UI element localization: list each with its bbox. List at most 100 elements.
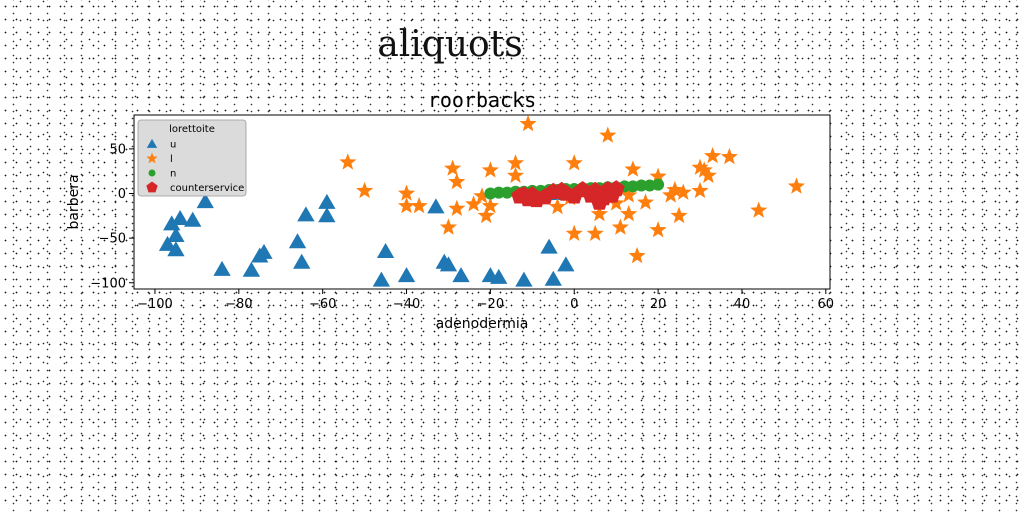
y-tick-label: −100 [90, 276, 126, 291]
plot-title: roorbacks [428, 88, 536, 112]
data-point-n [652, 178, 665, 191]
x-tick-label: 0 [570, 297, 578, 312]
data-point-l [548, 197, 566, 215]
data-point-u [540, 238, 558, 254]
x-tick-label: −60 [309, 297, 336, 312]
data-point-l [339, 153, 357, 170]
data-point-l [720, 147, 738, 165]
figure-suptitle: aliquots [377, 24, 523, 65]
data-point-l [507, 154, 525, 171]
data-point-l [628, 247, 646, 264]
data-point-u [318, 193, 336, 209]
data-point-n [635, 179, 648, 192]
data-point-l [637, 193, 655, 210]
data-point-l [787, 177, 805, 194]
y-tick-label: −50 [99, 232, 126, 247]
data-point-l [465, 195, 483, 212]
data-point-u [297, 206, 315, 222]
data-point-l [565, 224, 583, 241]
data-point-l [398, 184, 416, 201]
y-axis-label: barbera [66, 174, 82, 229]
data-point-l [590, 205, 608, 222]
data-point-u [171, 210, 189, 225]
data-point-l [448, 199, 466, 216]
legend-marker-u [146, 138, 158, 148]
data-point-l [624, 160, 642, 177]
x-tick-label: −20 [477, 297, 504, 312]
data-point-l [704, 147, 722, 164]
data-point-l [674, 183, 692, 200]
data-point-l [666, 181, 684, 198]
data-point-u [439, 256, 458, 272]
data-point-u [318, 207, 336, 223]
data-point-u [184, 211, 202, 227]
data-point-l [649, 221, 667, 238]
legend-label-counterservice: counterservice [170, 183, 244, 194]
data-point-u [452, 267, 470, 283]
data-point-u [427, 198, 445, 214]
data-point-l [611, 218, 629, 235]
data-point-u [255, 243, 273, 259]
legend-marker-n [148, 169, 156, 177]
data-point-u [544, 270, 562, 286]
x-tick-label: 20 [650, 297, 667, 312]
data-point-u [167, 241, 185, 257]
data-point-l [477, 206, 495, 224]
x-tick-label: −80 [225, 297, 252, 312]
data-point-l [519, 114, 537, 132]
data-point-u [163, 215, 181, 231]
y-tick-label: 50 [109, 142, 126, 157]
legend-label-n: n [170, 169, 176, 180]
data-point-l [473, 187, 491, 204]
data-point-u [557, 256, 575, 272]
y-axis-ticks: −100 −50 0 50 [90, 142, 134, 291]
data-point-l [649, 167, 667, 184]
legend-marker-l [146, 152, 158, 164]
x-tick-label: 60 [818, 297, 835, 312]
x-axis-ticks: −100 −80 −60 −40 −20 0 20 40 60 [137, 289, 834, 312]
data-point-u [242, 261, 261, 277]
data-point-u [372, 271, 390, 287]
series-counterservice [511, 180, 625, 210]
data-point-l [691, 181, 709, 199]
x-tick-label: −100 [137, 297, 173, 312]
data-point-l [691, 158, 709, 175]
data-point-u [293, 253, 311, 269]
data-point-l [695, 161, 713, 178]
data-point-l [620, 205, 638, 222]
data-point-l [750, 201, 768, 218]
data-point-l [398, 197, 416, 214]
data-point-n [492, 186, 505, 199]
data-point-u [288, 233, 307, 249]
data-point-l [565, 154, 583, 171]
data-point-l [439, 218, 457, 235]
data-point-u [515, 271, 533, 287]
legend-title: lorettoite [169, 124, 215, 135]
series-u [158, 185, 575, 287]
x-tick-label: 40 [734, 297, 751, 312]
data-point-u [196, 193, 214, 209]
data-point-l [448, 172, 466, 190]
data-point-l [410, 197, 428, 214]
data-point-counterservice [607, 180, 625, 197]
data-point-l [444, 159, 462, 176]
legend-box [137, 119, 247, 197]
data-point-u [376, 243, 395, 258]
data-point-l [507, 166, 525, 183]
legend-marker-counterservice [146, 181, 158, 193]
plot-area [133, 114, 831, 290]
legend-label-l: l [170, 154, 173, 165]
data-point-u [213, 260, 231, 276]
data-point-l [599, 126, 617, 143]
data-marks [158, 114, 805, 287]
data-point-u [397, 267, 416, 283]
data-point-l [356, 181, 374, 199]
data-point-l [586, 224, 604, 241]
data-point-u [158, 235, 177, 251]
data-point-counterservice [544, 182, 562, 199]
data-point-l [481, 197, 499, 214]
data-point-u [490, 268, 508, 284]
x-tick-label: −40 [393, 297, 420, 312]
data-point-u [167, 227, 185, 242]
